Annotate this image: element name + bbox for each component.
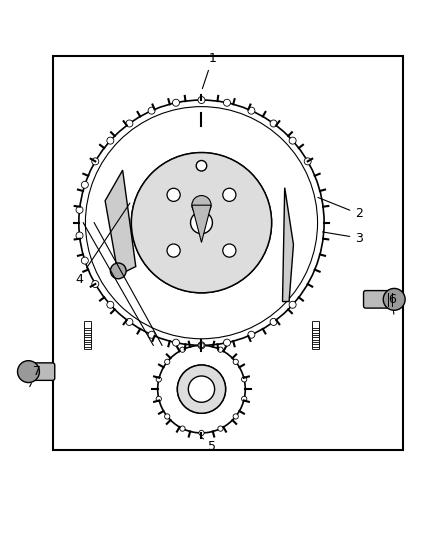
Circle shape [223, 99, 230, 106]
Text: 6: 6 [388, 293, 396, 314]
Bar [84, 337, 91, 344]
Circle shape [173, 339, 180, 346]
Circle shape [223, 188, 236, 201]
FancyBboxPatch shape [364, 290, 394, 308]
Polygon shape [105, 170, 136, 275]
Text: 4: 4 [75, 203, 130, 286]
Circle shape [241, 396, 247, 401]
Circle shape [270, 120, 277, 127]
Circle shape [199, 430, 204, 435]
Bar [84, 324, 91, 330]
Circle shape [81, 181, 88, 188]
Bar [84, 340, 91, 346]
Circle shape [248, 331, 255, 338]
Circle shape [198, 96, 205, 103]
Bar [84, 335, 91, 342]
Circle shape [289, 137, 296, 144]
Text: 7: 7 [30, 365, 41, 386]
Bar [312, 342, 319, 349]
Circle shape [218, 347, 223, 352]
Bar [312, 330, 319, 337]
Circle shape [18, 361, 39, 383]
Circle shape [180, 347, 185, 352]
Circle shape [110, 263, 126, 279]
Circle shape [188, 376, 215, 402]
Circle shape [126, 318, 133, 326]
Bar [312, 337, 319, 344]
Bar [312, 324, 319, 330]
Text: 5: 5 [201, 437, 216, 453]
Circle shape [223, 244, 236, 257]
Bar [312, 340, 319, 346]
Circle shape [173, 99, 180, 106]
Bar [84, 326, 91, 333]
Polygon shape [283, 188, 293, 302]
Circle shape [131, 152, 272, 293]
Text: 3: 3 [322, 231, 363, 245]
Polygon shape [192, 205, 211, 243]
Circle shape [241, 377, 247, 382]
Circle shape [76, 232, 83, 239]
Bar [84, 330, 91, 337]
FancyBboxPatch shape [53, 56, 403, 450]
Circle shape [156, 377, 162, 382]
Circle shape [248, 107, 255, 114]
Circle shape [233, 359, 238, 365]
Circle shape [233, 414, 238, 419]
Circle shape [165, 414, 170, 419]
Circle shape [148, 331, 155, 338]
Circle shape [198, 342, 205, 349]
Circle shape [92, 158, 99, 165]
FancyBboxPatch shape [26, 363, 55, 381]
Circle shape [165, 359, 170, 365]
Bar [84, 342, 91, 349]
Text: 2: 2 [318, 197, 363, 221]
Bar [312, 321, 319, 328]
Circle shape [270, 318, 277, 326]
Circle shape [92, 280, 99, 287]
Circle shape [196, 160, 207, 171]
Circle shape [223, 339, 230, 346]
Circle shape [148, 107, 155, 114]
Circle shape [81, 257, 88, 264]
Circle shape [156, 396, 162, 401]
Bar [312, 326, 319, 333]
Circle shape [107, 301, 114, 308]
Circle shape [107, 137, 114, 144]
Bar [312, 328, 319, 335]
Text: 1: 1 [202, 52, 216, 88]
Circle shape [180, 426, 185, 431]
Circle shape [126, 120, 133, 127]
Circle shape [191, 212, 212, 233]
Bar [312, 333, 319, 340]
Bar [84, 321, 91, 328]
Circle shape [167, 244, 180, 257]
Bar [312, 335, 319, 342]
Circle shape [76, 206, 83, 213]
Circle shape [383, 288, 405, 310]
Circle shape [199, 343, 204, 348]
Circle shape [192, 196, 211, 215]
Bar [84, 333, 91, 340]
Circle shape [177, 365, 226, 413]
Circle shape [289, 301, 296, 308]
Circle shape [304, 158, 311, 165]
Circle shape [167, 188, 180, 201]
Circle shape [218, 426, 223, 431]
Bar [84, 328, 91, 335]
